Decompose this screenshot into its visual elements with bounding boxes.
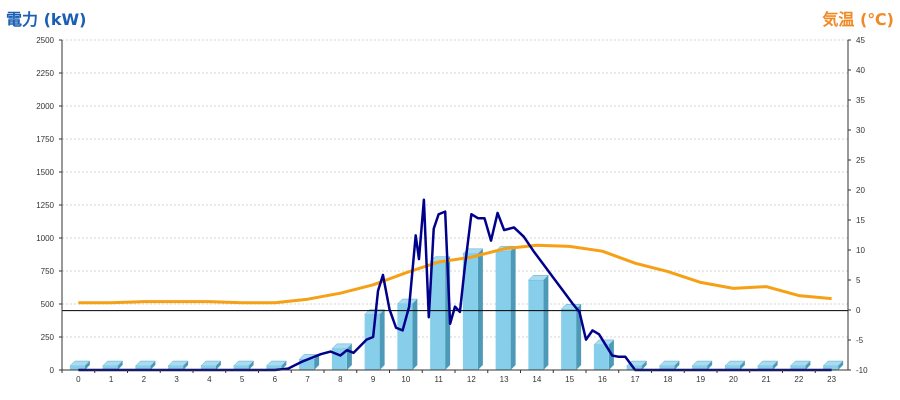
x-tick-label: 6	[273, 375, 278, 384]
x-tick-label: 17	[631, 375, 640, 384]
bar	[561, 309, 577, 370]
x-tick-label: 23	[827, 375, 836, 384]
bar-side	[281, 361, 287, 370]
bar	[724, 366, 740, 370]
left-tick-label: 1500	[36, 168, 54, 177]
bar	[364, 314, 380, 370]
left-axis-title: 電力 (kW)	[6, 10, 87, 29]
x-tick-label: 16	[598, 375, 607, 384]
right-tick-label: 10	[856, 246, 865, 255]
bar	[692, 366, 708, 370]
bar-side	[117, 361, 123, 370]
x-tick-label: 15	[565, 375, 574, 384]
x-tick-label: 19	[696, 375, 705, 384]
bar	[790, 366, 806, 370]
x-tick-label: 18	[663, 375, 672, 384]
right-tick-label: 40	[856, 66, 865, 75]
right-tick-label: 0	[856, 306, 861, 315]
bar-side	[739, 361, 745, 370]
bars	[69, 245, 844, 370]
left-tick-label: 750	[41, 267, 55, 276]
right-axis-title: 気温 (℃)	[822, 10, 894, 29]
bar-side	[510, 246, 516, 370]
right-tick-label: 20	[856, 186, 865, 195]
left-tick-label: 1000	[36, 234, 54, 243]
bar	[757, 366, 773, 370]
right-tick-label: 45	[856, 36, 865, 45]
lines	[62, 198, 848, 372]
right-tick-label: 15	[856, 216, 865, 225]
right-tick-label: 5	[856, 276, 861, 285]
bar	[397, 304, 413, 370]
grid	[62, 39, 848, 338]
x-tick-label: 4	[207, 375, 212, 384]
bar	[266, 366, 282, 370]
left-tick-label: 2500	[36, 36, 54, 45]
x-tick-label: 10	[401, 375, 410, 384]
bar	[823, 366, 839, 370]
bar-side	[707, 361, 713, 370]
bar	[528, 280, 544, 370]
x-tick-label: 1	[109, 375, 114, 384]
x-tick-label: 9	[371, 375, 376, 384]
bar-side	[543, 275, 549, 370]
x-tick-label: 20	[729, 375, 738, 384]
x-tick-label: 2	[142, 375, 147, 384]
bar-side	[805, 361, 811, 370]
bar-side	[838, 361, 844, 370]
right-tick-label: 30	[856, 126, 865, 135]
left-tick-label: 1250	[36, 201, 54, 210]
right-tick-label: 25	[856, 156, 865, 165]
bar	[200, 366, 216, 370]
left-tick-label: 250	[41, 333, 55, 342]
axes: 02505007501000125015001750200022502500-1…	[36, 36, 868, 384]
right-tick-label: 35	[856, 96, 865, 105]
power-line	[78, 198, 832, 372]
right-tick-label: -5	[856, 336, 864, 345]
x-tick-label: 14	[532, 375, 541, 384]
bar	[233, 366, 249, 370]
bar-side	[379, 309, 385, 370]
bar-side	[674, 361, 680, 370]
bar	[299, 359, 315, 370]
bar-side	[84, 361, 90, 370]
bar-side	[772, 361, 778, 370]
bar-side	[314, 354, 320, 370]
x-tick-label: 8	[338, 375, 343, 384]
x-tick-label: 7	[305, 375, 310, 384]
x-tick-label: 3	[174, 375, 179, 384]
bar	[430, 261, 446, 370]
x-tick-label: 12	[467, 375, 476, 384]
bar-side	[641, 361, 647, 370]
bar-side	[215, 361, 221, 370]
x-tick-label: 21	[762, 375, 771, 384]
bar-side	[576, 304, 582, 370]
bar-side	[248, 361, 254, 370]
bar	[593, 344, 609, 370]
bar	[659, 366, 675, 370]
left-tick-label: 500	[41, 300, 55, 309]
bar-side	[477, 248, 483, 370]
left-tick-label: 1750	[36, 135, 54, 144]
x-tick-label: 5	[240, 375, 245, 384]
temperature-line	[78, 243, 832, 305]
bar	[69, 366, 85, 370]
left-tick-label: 2000	[36, 102, 54, 111]
bar-side	[183, 361, 189, 370]
left-tick-label: 2250	[36, 69, 54, 78]
bar	[462, 253, 478, 370]
bar	[168, 366, 184, 370]
right-tick-label: -10	[856, 366, 868, 375]
x-tick-label: 0	[76, 375, 81, 384]
bar-side	[150, 361, 156, 370]
left-tick-label: 0	[50, 366, 55, 375]
x-tick-label: 13	[500, 375, 509, 384]
x-tick-label: 11	[434, 375, 443, 384]
bar-side	[412, 299, 418, 370]
bar	[135, 366, 151, 370]
x-tick-label: 22	[794, 375, 803, 384]
bar	[102, 366, 118, 370]
